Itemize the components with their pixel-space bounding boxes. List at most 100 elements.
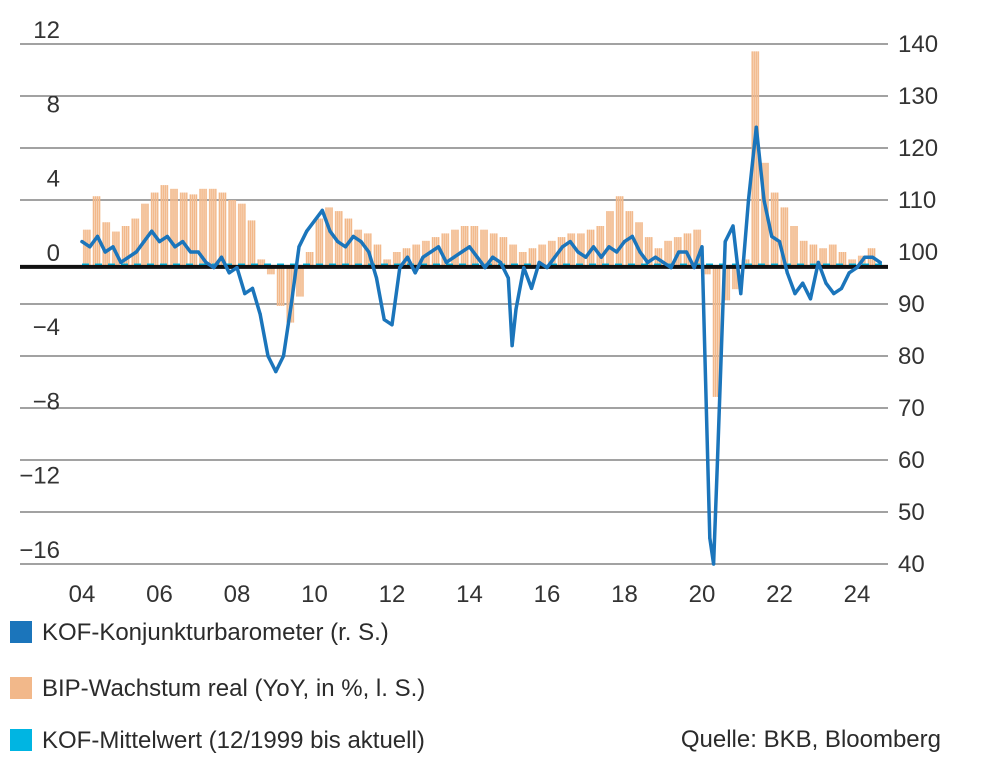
kof-point [824,281,828,285]
x-tick-label: 10 [301,581,328,608]
x-tick-label: 06 [146,581,173,608]
kof-point [80,240,84,244]
gdp-bar-fill [218,192,227,267]
gdp-bar-fill [131,218,140,267]
gdp-bar-fill [615,196,624,267]
kof-point [777,240,782,244]
legend-item-gdp: BIP-Wachstum real (YoY, in %, l. S.) [10,674,425,704]
kof-point [708,536,712,540]
kof-point [498,260,503,264]
kof-point [405,255,410,259]
gdp-bar-fill [82,229,91,267]
gdp-bar-fill [295,266,304,297]
right-tick-label: 130 [898,83,938,110]
x-tick-label: 08 [224,581,251,608]
kof-point [467,245,472,249]
gdp-bar-fill [596,226,605,267]
legend-swatch-gdp [10,677,32,699]
gdp-bar [92,196,101,267]
gdp-bar [189,194,198,267]
kof-point [235,266,239,270]
kof-point [560,245,565,249]
gdp-bar-fill [354,229,363,267]
left-tick-label: 4 [47,166,60,193]
kof-point [367,250,371,254]
left-tick-label: 8 [47,91,60,118]
gdp-bar-fill [722,266,731,301]
x-tick-label: 14 [456,581,483,608]
kof-point [599,255,603,259]
kof-point [847,271,851,275]
gdp-bar-fill [693,229,702,267]
kof-point [568,240,572,244]
kof-point [731,224,735,228]
gdp-bar-fill [237,203,246,267]
kof-point [258,312,262,316]
kof-point [785,271,789,275]
kof-point [483,266,487,270]
gdp-bar-fill [848,259,857,267]
kof-line [80,125,882,566]
gdp-bar-fill [799,240,808,267]
kof-point [173,245,177,249]
kof-point [119,260,123,264]
gdp-bar [276,266,285,306]
kof-point [762,198,766,202]
kof-point [870,255,875,259]
kof-point [839,286,844,290]
kof-point [584,255,588,259]
kof-point [630,234,634,238]
right-tick-label: 140 [898,31,938,58]
kof-point [669,266,673,270]
kof-point [274,370,278,374]
kof-point [607,245,611,249]
gdp-bar-fill [809,244,818,267]
gdp-bar [228,200,237,267]
kof-point [436,245,441,249]
left-tick-label: −8 [33,388,60,415]
kof-point [537,260,541,264]
legend-swatch-mean [10,729,32,751]
gdp-bar-fill [518,252,527,267]
kof-point [188,250,193,254]
gdp-bar-fill [635,222,644,267]
gdp-bar-fill [150,192,159,267]
kof-point [801,281,805,285]
gdp-bar-fill [683,233,692,267]
kof-point [591,245,596,249]
kof-point [343,245,348,249]
kof-point [305,229,309,233]
gdp-bar [179,192,188,267]
gdp-bar-fill [373,244,382,267]
gdp-bar-fill [412,244,421,267]
right-axis-ticks: 140 130 120 110 100 90 80 70 60 50 40 [898,31,938,578]
gdp-bar [790,226,799,267]
kof-point [390,323,394,327]
gdp-bar-fill [605,211,614,267]
kof-point [770,234,774,238]
kof-point [289,302,293,306]
kof-point [522,266,526,270]
kof-line-path [80,125,882,566]
legend-item-mean: KOF-Mittelwert (12/1999 bis aktuell) [10,726,425,756]
gdp-bar-fill [431,237,440,267]
kof-point [553,255,557,259]
gdp-bar-fill [102,222,111,267]
gdp-bar-fill [460,226,469,267]
kof-point [863,255,867,259]
kof-point [204,260,208,264]
kof-point [266,354,270,358]
gdp-bar-fill [576,233,585,267]
kof-point [374,276,379,280]
right-tick-label: 60 [898,447,925,474]
gdp-bar-fill [489,233,498,267]
gdp-bar [596,226,605,267]
kof-point [382,318,386,322]
kof-point [816,260,820,264]
kof-point [88,245,92,249]
gdp-bar [576,233,585,267]
gdp-bar-fill [741,259,750,267]
gdp-bar [247,220,256,267]
gdp-bar-fill [567,233,576,267]
